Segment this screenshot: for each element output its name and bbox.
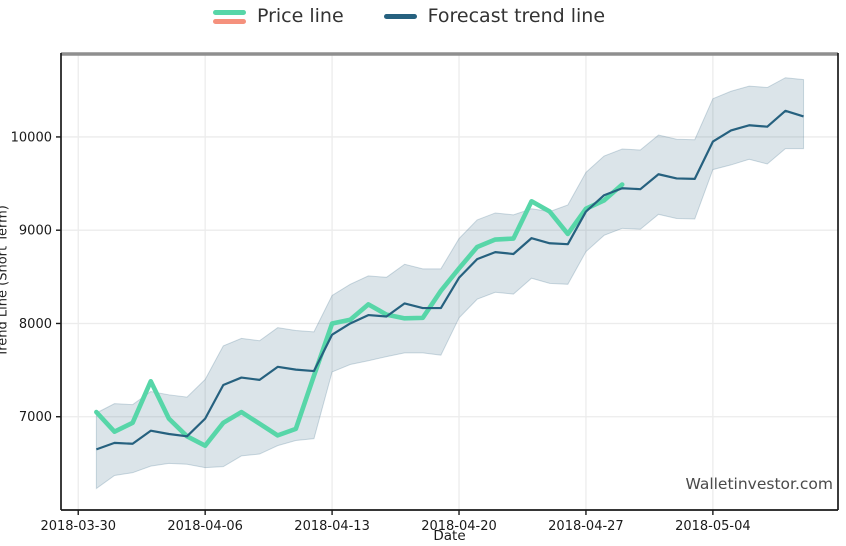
y-tick-label: 9000 (19, 224, 52, 239)
forecast-line-legend-label: Forecast trend line (427, 5, 606, 27)
forecast-trend-line-series (95, 109, 804, 451)
x-tick-label: 2018-04-13 (294, 519, 370, 534)
forecast-line-legend-swatch (383, 14, 417, 19)
x-tick-label: 2018-04-27 (548, 519, 624, 534)
legend-item-price-line: Price line (212, 5, 344, 27)
legend-item-forecast-trend-line: Forecast trend line (383, 5, 606, 27)
forecast-line-swatch-bar (383, 14, 417, 19)
x-axis-label: Date (433, 528, 466, 544)
x-tick-label: 2018-05-04 (675, 519, 751, 534)
y-axis-label: Trend Line (Short Term) (0, 205, 11, 357)
price-line-swatch-salmon-bar (212, 18, 246, 24)
y-tick-label: 7000 (19, 410, 52, 425)
watermark: Walletinvestor.com (685, 475, 833, 493)
price-line-series (94, 182, 625, 448)
plot-border (60, 52, 839, 511)
y-tick-label: 8000 (19, 317, 52, 332)
price-line-swatch-teal-bar (212, 9, 246, 15)
price-line-legend-swatch (212, 9, 246, 24)
axis-ticks (56, 136, 714, 515)
price-line-legend-label: Price line (256, 5, 344, 27)
gridlines (61, 53, 838, 510)
x-tick-label: 2018-04-06 (167, 519, 243, 534)
y-tick-label: 10000 (11, 130, 52, 145)
x-tick-label: 2018-03-30 (40, 519, 116, 534)
x-tick-label: 2018-04-20 (421, 519, 497, 534)
chart-legend: Price line Forecast trend line (0, 7, 832, 26)
tick-labels: 7000 8000 9000 10000 2018-03-30 2018-04-06 201… (11, 130, 751, 534)
